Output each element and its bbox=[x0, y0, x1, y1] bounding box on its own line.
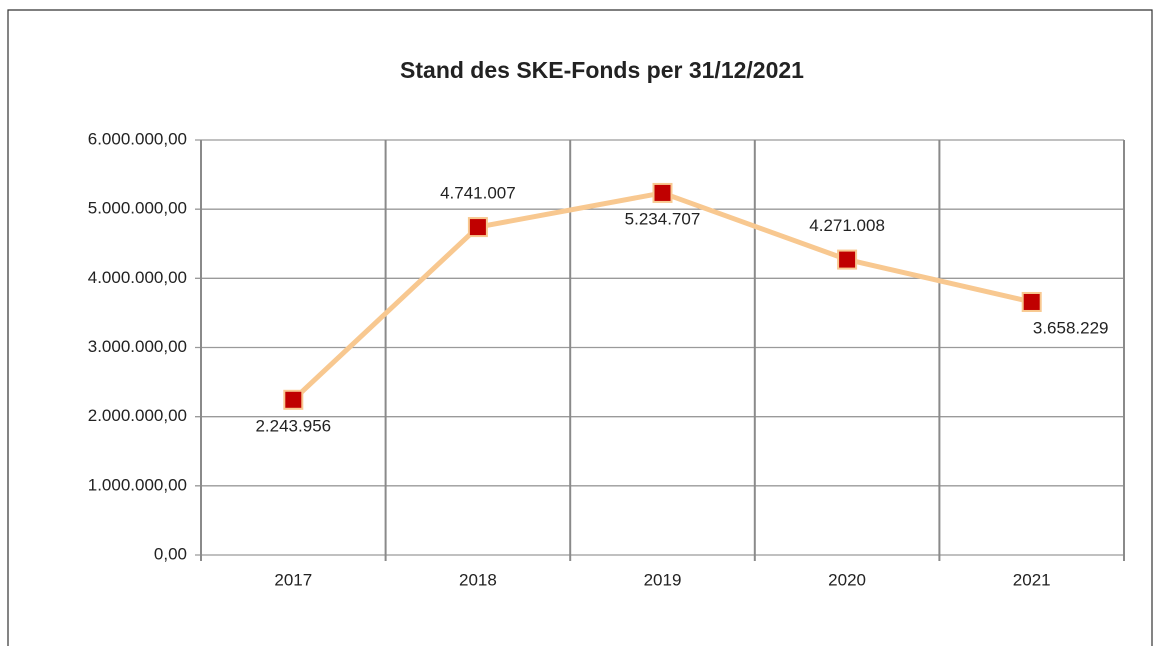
marker bbox=[652, 182, 673, 203]
data-label: 5.234.707 bbox=[625, 209, 701, 228]
y-tick-label: 6.000.000,00 bbox=[88, 129, 187, 148]
marker bbox=[467, 217, 488, 238]
marker bbox=[837, 249, 858, 270]
x-tick-label: 2019 bbox=[644, 570, 682, 589]
x-tick-label: 2020 bbox=[828, 570, 866, 589]
y-tick-label: 4.000.000,00 bbox=[88, 268, 187, 287]
chart-title: Stand des SKE-Fonds per 31/12/2021 bbox=[400, 57, 804, 83]
chart-frame bbox=[7, 9, 1153, 646]
y-tick-label: 5.000.000,00 bbox=[88, 199, 187, 218]
y-tick-label: 1.000.000,00 bbox=[88, 475, 187, 494]
marker bbox=[1021, 291, 1042, 312]
data-label: 4.741.007 bbox=[440, 184, 516, 203]
y-tick-label: 2.000.000,00 bbox=[88, 406, 187, 425]
x-tick-label: 2021 bbox=[1013, 570, 1051, 589]
data-label: 3.658.229 bbox=[1033, 318, 1109, 337]
y-tick-label: 3.000.000,00 bbox=[88, 337, 187, 356]
x-tick-label: 2018 bbox=[459, 570, 497, 589]
data-label: 4.271.008 bbox=[809, 216, 885, 235]
marker bbox=[283, 389, 304, 410]
x-tick-label: 2017 bbox=[274, 570, 312, 589]
y-tick-label: 0,00 bbox=[154, 544, 187, 563]
data-label: 2.243.956 bbox=[255, 416, 331, 435]
